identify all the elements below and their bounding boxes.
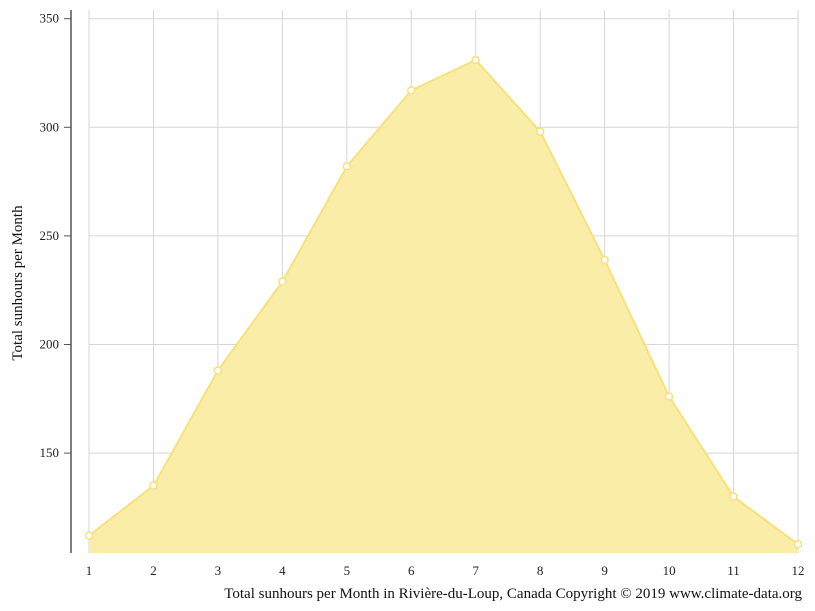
x-tick-label: 7 — [472, 563, 479, 578]
x-tick-label: 11 — [727, 563, 740, 578]
data-point — [342, 162, 352, 171]
x-tick-label: 8 — [537, 563, 544, 578]
x-tick-label: 2 — [150, 563, 157, 578]
data-point — [213, 366, 223, 375]
y-axis-ticks: 150 200 250 300 350 — [40, 11, 71, 460]
data-point — [600, 255, 609, 265]
data-point — [407, 86, 416, 95]
x-tick-label: 1 — [86, 563, 93, 578]
x-tick-label: 3 — [215, 563, 222, 578]
data-point — [149, 481, 158, 490]
data-point — [84, 531, 94, 540]
data-point — [471, 55, 480, 65]
sunhours-line — [88, 58, 799, 546]
x-tick-label: 9 — [601, 563, 608, 578]
x-tick-label: 6 — [408, 563, 415, 578]
y-tick-label: 150 — [40, 445, 60, 460]
data-point — [793, 540, 803, 549]
chart-caption: Total sunhours per Month in Rivière-du-L… — [224, 586, 802, 602]
data-points — [84, 55, 803, 549]
x-tick-label: 5 — [344, 563, 351, 578]
data-point — [535, 127, 545, 136]
y-axis-title: Total sunhours per Month — [10, 205, 26, 361]
x-axis-ticks: 1 2 3 4 5 6 7 8 9 10 11 12 — [86, 563, 805, 578]
y-tick-label: 200 — [40, 336, 60, 351]
x-tick-label: 12 — [792, 563, 805, 578]
data-point — [664, 392, 674, 401]
y-tick-label: 300 — [40, 119, 60, 134]
data-point — [278, 277, 287, 286]
data-point — [729, 492, 738, 501]
x-tick-label: 4 — [279, 563, 286, 578]
y-tick-label: 250 — [40, 228, 60, 243]
y-tick-label: 350 — [40, 11, 60, 26]
sunhours-area — [89, 60, 798, 553]
x-tick-label: 10 — [663, 563, 676, 578]
